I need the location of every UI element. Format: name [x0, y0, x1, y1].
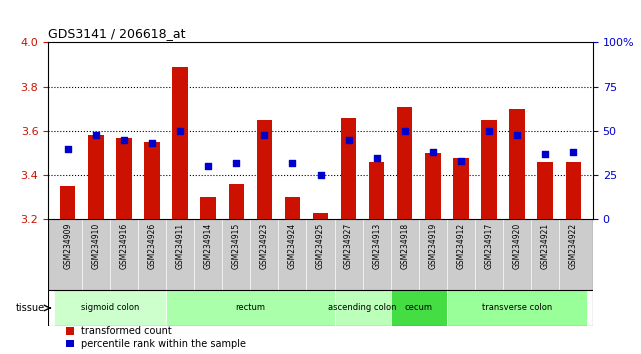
Bar [369, 162, 385, 219]
Text: GSM234925: GSM234925 [316, 223, 325, 269]
Text: GSM234919: GSM234919 [428, 223, 437, 269]
Text: GSM234909: GSM234909 [63, 223, 72, 269]
Bar [54, 290, 166, 326]
Point [63, 146, 73, 152]
Bar [172, 67, 188, 219]
Point [119, 137, 129, 143]
Bar [144, 142, 160, 219]
Bar [201, 198, 216, 219]
Text: GSM234917: GSM234917 [485, 223, 494, 269]
Text: GSM234910: GSM234910 [91, 223, 101, 269]
Point [512, 132, 522, 137]
Point [147, 141, 157, 146]
Text: GSM234923: GSM234923 [260, 223, 269, 269]
Text: GSM234916: GSM234916 [119, 223, 128, 269]
Bar [116, 138, 131, 219]
Point [372, 155, 382, 160]
Text: GSM234922: GSM234922 [569, 223, 578, 269]
Bar [425, 153, 440, 219]
Point [399, 128, 410, 134]
Point [315, 172, 326, 178]
Point [484, 128, 494, 134]
Bar [60, 186, 76, 219]
Point [203, 164, 213, 169]
Bar [88, 136, 104, 219]
Text: GSM234918: GSM234918 [400, 223, 409, 269]
Point [428, 149, 438, 155]
Bar [510, 109, 525, 219]
Text: GSM234915: GSM234915 [232, 223, 241, 269]
Bar [453, 158, 469, 219]
Text: ascending colon: ascending colon [328, 303, 397, 313]
Text: rectum: rectum [235, 303, 265, 313]
Text: GSM234927: GSM234927 [344, 223, 353, 269]
Point [287, 160, 297, 166]
Text: GSM234924: GSM234924 [288, 223, 297, 269]
Bar [285, 198, 300, 219]
Bar [229, 184, 244, 219]
Point [456, 158, 466, 164]
Text: transverse colon: transverse colon [482, 303, 552, 313]
Bar [391, 290, 447, 326]
Text: GDS3141 / 206618_at: GDS3141 / 206618_at [48, 27, 186, 40]
Text: GSM234926: GSM234926 [147, 223, 156, 269]
Bar [166, 290, 335, 326]
Text: tissue: tissue [16, 303, 45, 313]
Point [231, 160, 242, 166]
Text: GSM234912: GSM234912 [456, 223, 465, 269]
Bar [565, 162, 581, 219]
Text: GSM234913: GSM234913 [372, 223, 381, 269]
Point [90, 132, 101, 137]
Bar [341, 118, 356, 219]
Point [175, 128, 185, 134]
Bar [335, 290, 391, 326]
Text: GSM234914: GSM234914 [204, 223, 213, 269]
Bar [481, 120, 497, 219]
Bar [447, 290, 587, 326]
Legend: transformed count, percentile rank within the sample: transformed count, percentile rank withi… [66, 326, 246, 349]
Text: sigmoid colon: sigmoid colon [81, 303, 139, 313]
Point [259, 132, 269, 137]
Bar [256, 120, 272, 219]
Text: GSM234911: GSM234911 [176, 223, 185, 269]
Text: GSM234921: GSM234921 [540, 223, 550, 269]
Text: GSM234920: GSM234920 [513, 223, 522, 269]
Bar [537, 162, 553, 219]
Point [344, 137, 354, 143]
Bar [313, 213, 328, 219]
Point [568, 149, 578, 155]
Text: cecum: cecum [405, 303, 433, 313]
Bar [397, 107, 412, 219]
Point [540, 151, 551, 157]
